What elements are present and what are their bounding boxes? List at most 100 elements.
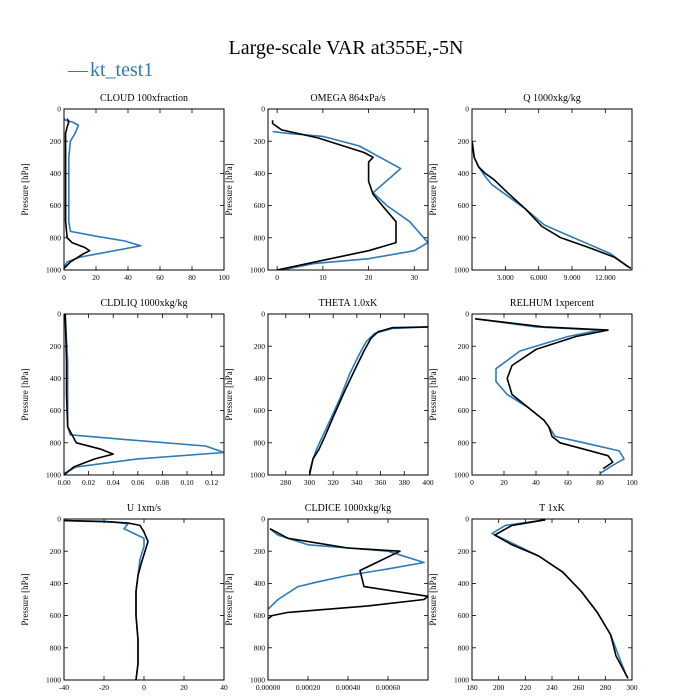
y-tick-label: 400: [254, 374, 266, 383]
y-tick-label: 600: [254, 201, 266, 210]
y-tick-label: 0: [261, 105, 265, 114]
y-tick-label: 800: [458, 643, 470, 652]
y-axis-label: Pressure [hPa]: [428, 368, 438, 420]
y-tick-label: 800: [458, 233, 470, 242]
x-tick-label: 180: [466, 683, 478, 692]
x-tick-label: 80: [188, 273, 196, 282]
series-line-black: [64, 314, 114, 475]
series-line-black: [268, 527, 428, 620]
y-tick-label: 400: [458, 169, 470, 178]
panel-title: OMEGA 864xPa/s: [310, 93, 385, 104]
panel-title: THETA 1.0xK: [319, 298, 378, 309]
x-tick-label: 0.10: [181, 478, 194, 487]
x-tick-label: 300: [304, 478, 316, 487]
y-tick-label: 400: [50, 374, 62, 383]
y-tick-label: 600: [254, 406, 266, 415]
y-tick-label: 600: [254, 611, 266, 620]
x-tick-label: 360: [375, 478, 387, 487]
x-tick-label: 10: [319, 273, 327, 282]
y-tick-label: 600: [458, 611, 470, 620]
panel-title: U 1xm/s: [127, 503, 161, 514]
x-tick-label: 0.02: [82, 478, 95, 487]
panel-title: CLOUD 100xfraction: [100, 93, 188, 104]
legend-label: kt_test1: [90, 59, 153, 81]
x-tick-label: 0.00060: [376, 683, 401, 692]
y-tick-label: 800: [254, 233, 266, 242]
y-tick-label: 600: [458, 406, 470, 415]
panel-2: Q 1000xkg/kg Pressure [hPa] 0 200 400 600 800 1…: [428, 93, 633, 282]
x-tick-label: 400: [422, 478, 434, 487]
y-tick-label: 1000: [250, 471, 265, 480]
panel-title: T 1xK: [539, 503, 565, 514]
x-tick-label: 100: [626, 478, 638, 487]
x-tick-label: 60: [564, 478, 572, 487]
x-tick-label: 0: [470, 478, 474, 487]
y-tick-label: 800: [50, 233, 62, 242]
y-tick-label: 0: [261, 515, 265, 524]
y-tick-label: 0: [57, 105, 61, 114]
y-tick-label: 600: [50, 406, 62, 415]
y-tick-label: 0: [261, 310, 265, 319]
panel-3: CLDLIQ 1000xkg/kg Pressure [hPa] 0 200 400 60…: [20, 298, 225, 487]
plot-frame: [471, 108, 633, 271]
x-tick-label: 280: [280, 478, 292, 487]
series-line-blue: [268, 528, 425, 610]
y-tick-label: 1000: [46, 676, 61, 685]
y-tick-label: 0: [57, 515, 61, 524]
y-axis-label: Pressure [hPa]: [224, 573, 234, 625]
x-tick-label: 12.000: [595, 273, 616, 282]
x-tick-label: 40: [124, 273, 132, 282]
y-tick-label: 1000: [454, 676, 469, 685]
x-tick-label: 0: [275, 273, 279, 282]
legend-line-symbol: —: [67, 59, 89, 81]
y-tick-label: 400: [458, 579, 470, 588]
x-tick-label: 0.00020: [296, 683, 321, 692]
x-tick-label: 280: [600, 683, 612, 692]
series-line-blue: [475, 318, 625, 475]
x-tick-label: 40: [532, 478, 540, 487]
y-tick-label: 0: [465, 310, 469, 319]
y-tick-label: 800: [254, 438, 266, 447]
y-tick-label: 0: [57, 310, 61, 319]
panel-title: CLDLIQ 1000xkg/kg: [101, 298, 188, 309]
x-tick-label: 0.12: [205, 478, 218, 487]
plot-frame: [471, 313, 633, 476]
y-tick-label: 200: [254, 547, 266, 556]
y-axis-label: Pressure [hPa]: [20, 163, 30, 215]
x-tick-label: -40: [59, 683, 69, 692]
y-tick-label: 1000: [250, 676, 265, 685]
series-line-blue: [64, 314, 224, 475]
y-tick-label: 600: [458, 201, 470, 210]
plot-frame: [267, 518, 429, 681]
y-tick-label: 400: [254, 169, 266, 178]
y-tick-label: 1000: [454, 266, 469, 275]
y-axis-label: Pressure [hPa]: [224, 163, 234, 215]
x-tick-label: 0.04: [107, 478, 120, 487]
y-axis-label: Pressure [hPa]: [428, 163, 438, 215]
y-tick-label: 800: [50, 438, 62, 447]
panel-title: RELHUM 1xpercent: [510, 298, 594, 309]
x-tick-label: 80: [596, 478, 604, 487]
series-line-blue: [64, 118, 142, 268]
x-tick-label: 0.00: [57, 478, 70, 487]
y-tick-label: 200: [254, 342, 266, 351]
x-tick-label: 0.06: [131, 478, 144, 487]
panel-title: Q 1000xkg/kg: [523, 93, 581, 104]
series-line-black: [271, 120, 397, 270]
x-tick-label: 20: [180, 683, 188, 692]
series-line-blue: [491, 519, 628, 678]
y-tick-label: 800: [254, 643, 266, 652]
y-axis-label: Pressure [hPa]: [20, 573, 30, 625]
x-tick-label: 30: [411, 273, 419, 282]
y-axis-label: Pressure [hPa]: [428, 573, 438, 625]
y-tick-label: 600: [50, 201, 62, 210]
series-line-black: [64, 519, 149, 680]
y-tick-label: 200: [50, 547, 62, 556]
series-line-black: [493, 519, 629, 679]
x-tick-label: -20: [99, 683, 109, 692]
x-tick-label: 0: [62, 273, 66, 282]
x-tick-label: 100: [218, 273, 230, 282]
y-tick-label: 400: [254, 579, 266, 588]
